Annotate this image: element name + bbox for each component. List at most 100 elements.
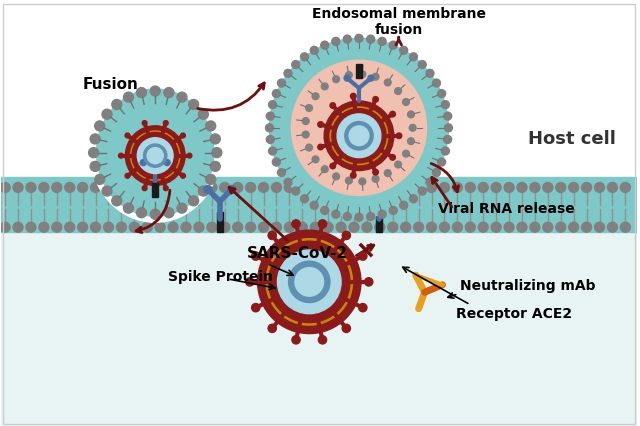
Circle shape [102, 110, 112, 120]
Circle shape [112, 100, 122, 110]
Circle shape [131, 132, 179, 180]
Circle shape [400, 47, 408, 55]
Circle shape [124, 204, 133, 214]
Circle shape [233, 183, 243, 193]
Circle shape [164, 88, 174, 98]
Circle shape [204, 186, 212, 194]
Circle shape [207, 183, 217, 193]
Circle shape [388, 223, 397, 233]
Circle shape [362, 223, 372, 233]
Circle shape [318, 220, 326, 228]
Circle shape [116, 183, 126, 193]
Circle shape [426, 179, 434, 187]
Circle shape [292, 220, 300, 228]
Circle shape [156, 183, 165, 193]
Circle shape [273, 159, 280, 167]
Circle shape [478, 183, 488, 193]
Circle shape [13, 183, 23, 193]
Circle shape [396, 134, 402, 139]
Circle shape [52, 223, 62, 233]
Circle shape [138, 138, 173, 174]
Circle shape [358, 252, 367, 261]
Bar [1, 3, 637, 208]
Circle shape [390, 112, 396, 118]
Circle shape [26, 223, 36, 233]
Circle shape [330, 104, 335, 109]
Circle shape [409, 125, 416, 132]
Text: Host cell: Host cell [528, 130, 616, 147]
Circle shape [306, 145, 312, 152]
Circle shape [291, 61, 427, 196]
Circle shape [359, 72, 365, 78]
Circle shape [298, 223, 307, 233]
Circle shape [177, 93, 187, 103]
Circle shape [367, 36, 374, 44]
Circle shape [292, 336, 300, 344]
Circle shape [427, 183, 436, 193]
Circle shape [252, 252, 260, 261]
Circle shape [181, 223, 191, 233]
Circle shape [205, 175, 216, 185]
Circle shape [269, 101, 276, 109]
Circle shape [95, 122, 105, 132]
Circle shape [140, 160, 147, 166]
Circle shape [343, 213, 351, 221]
Circle shape [351, 94, 356, 100]
Circle shape [318, 122, 323, 128]
Circle shape [444, 124, 452, 132]
Circle shape [442, 148, 449, 155]
Circle shape [163, 187, 168, 191]
Circle shape [102, 187, 112, 196]
Circle shape [395, 89, 401, 95]
Circle shape [368, 76, 374, 82]
Circle shape [259, 183, 269, 193]
Circle shape [385, 80, 391, 86]
Circle shape [205, 122, 216, 132]
Bar [376, 213, 382, 233]
Circle shape [116, 223, 126, 233]
Circle shape [332, 211, 340, 219]
Circle shape [289, 262, 330, 303]
Circle shape [321, 42, 329, 50]
Circle shape [266, 239, 353, 326]
Circle shape [150, 87, 160, 97]
Circle shape [408, 112, 414, 118]
Circle shape [91, 183, 100, 193]
Circle shape [269, 148, 276, 155]
Circle shape [310, 202, 318, 210]
Bar [152, 184, 158, 198]
Circle shape [150, 210, 160, 220]
Circle shape [212, 148, 222, 158]
Circle shape [90, 162, 100, 172]
Circle shape [410, 54, 417, 62]
Circle shape [130, 131, 180, 181]
Circle shape [220, 223, 230, 233]
Circle shape [344, 76, 350, 82]
Circle shape [164, 160, 170, 166]
Circle shape [88, 148, 99, 158]
Circle shape [351, 173, 356, 179]
Circle shape [385, 170, 391, 177]
Circle shape [465, 223, 476, 233]
Circle shape [331, 109, 387, 164]
Circle shape [355, 214, 363, 222]
Circle shape [337, 115, 381, 158]
Circle shape [378, 38, 386, 46]
Circle shape [104, 223, 113, 233]
Circle shape [292, 61, 300, 69]
Bar [356, 65, 362, 79]
Circle shape [189, 196, 198, 206]
Circle shape [252, 304, 260, 312]
Circle shape [336, 183, 346, 193]
Circle shape [440, 223, 449, 233]
Circle shape [298, 183, 307, 193]
Text: SARS-CoV-2: SARS-CoV-2 [246, 245, 348, 260]
Circle shape [168, 183, 178, 193]
Circle shape [504, 223, 514, 233]
Circle shape [284, 70, 292, 78]
Circle shape [543, 183, 553, 193]
Circle shape [321, 167, 328, 173]
Circle shape [198, 187, 209, 196]
Circle shape [365, 278, 373, 286]
Circle shape [395, 162, 401, 169]
